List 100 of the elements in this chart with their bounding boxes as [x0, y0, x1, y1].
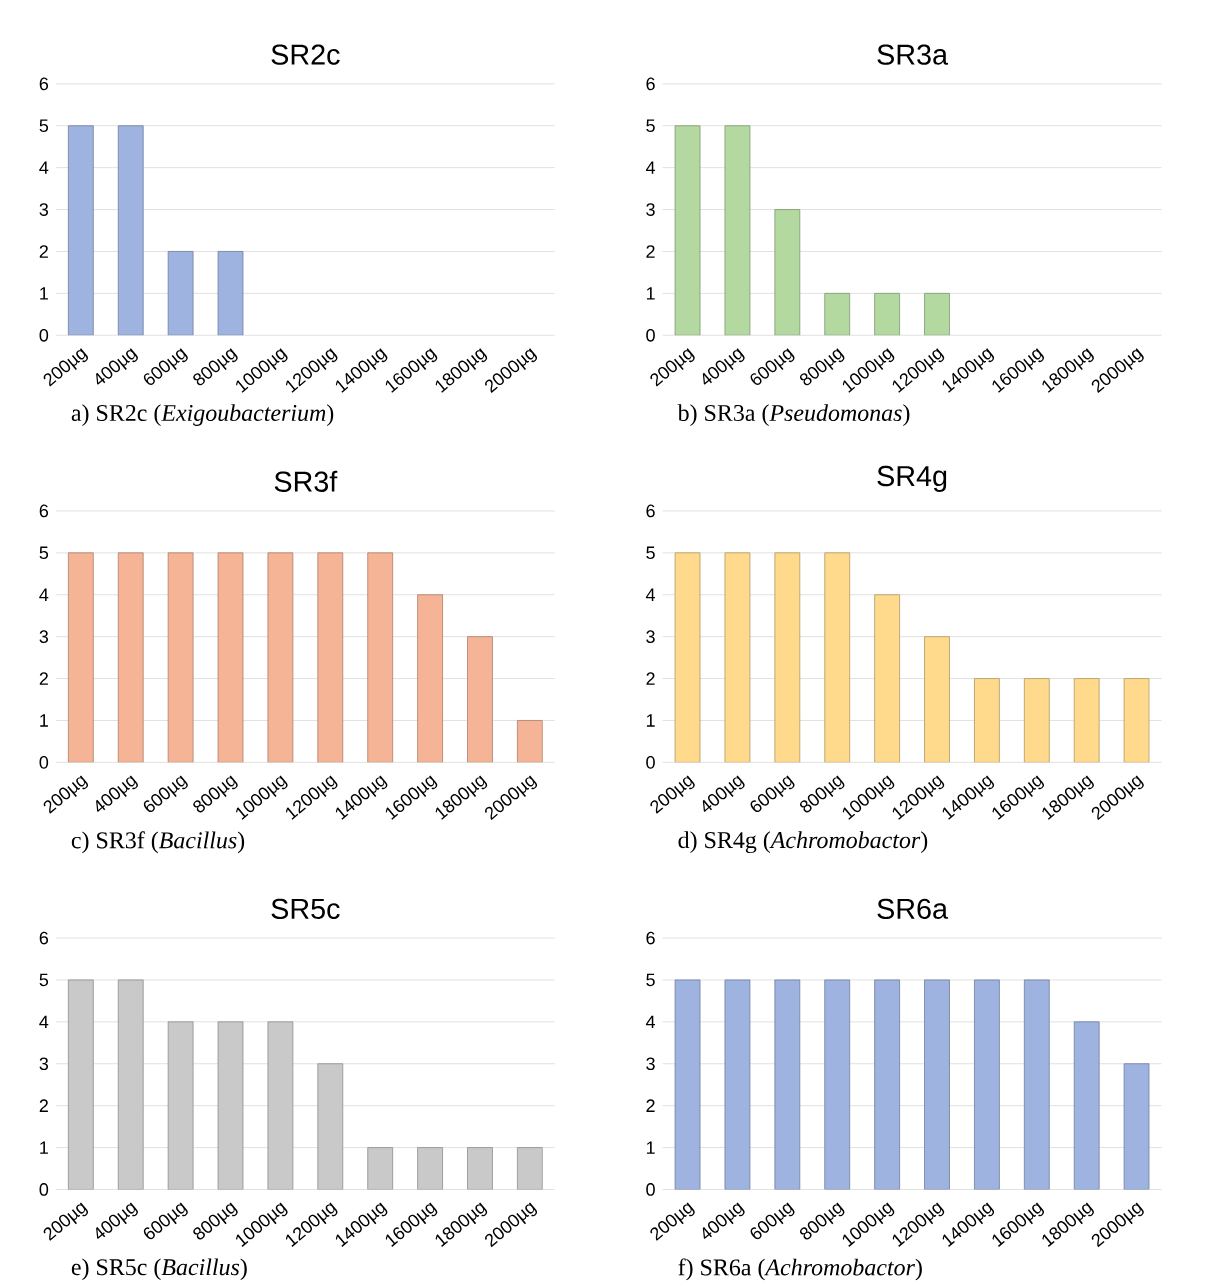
- y-tick-label: 4: [645, 1015, 655, 1029]
- y-tick-label: 1: [40, 287, 48, 300]
- bar: [824, 979, 850, 1190]
- bar: [117, 979, 144, 1190]
- y-tick-label: 5: [646, 546, 655, 560]
- y-tick-label: 4: [39, 588, 49, 601]
- bar: [1023, 979, 1050, 1190]
- y-tick-label: 0: [646, 328, 655, 342]
- bar: [774, 552, 800, 763]
- y-tick-label: 2: [646, 1099, 655, 1112]
- bar: [117, 552, 144, 763]
- text: c) SR3f (Bacillus): [71, 831, 244, 854]
- y-tick-label: 1: [40, 714, 48, 727]
- y-tick-label: 0: [39, 328, 48, 342]
- bar: [973, 979, 1000, 1190]
- chart-title: SR6a: [877, 898, 948, 919]
- bar: [516, 1147, 543, 1190]
- y-tick-label: 2: [39, 245, 48, 258]
- bar: [973, 678, 1000, 763]
- bar: [167, 552, 194, 763]
- bar: [824, 552, 850, 763]
- y-tick-label: 2: [39, 672, 48, 685]
- bar: [923, 636, 950, 763]
- y-tick-label: 0: [39, 1183, 48, 1196]
- y-tick-label: 2: [646, 672, 655, 685]
- bar: [67, 979, 94, 1190]
- bar: [466, 636, 493, 763]
- y-tick-label: 6: [646, 504, 655, 518]
- y-tick-label: 3: [39, 203, 48, 216]
- bar: [874, 979, 900, 1190]
- text: e) SR5c (Bacillus): [71, 1258, 247, 1281]
- bar: [1073, 678, 1100, 763]
- y-tick-label: 3: [39, 1057, 48, 1071]
- bar: [1123, 678, 1150, 763]
- y-tick-label: 4: [39, 1015, 49, 1029]
- y-tick-label: 6: [39, 931, 48, 945]
- y-tick-label: 4: [39, 161, 49, 174]
- y-tick-label: 0: [646, 756, 655, 769]
- y-tick-label: 2: [39, 1099, 48, 1112]
- y-tick-label: 3: [646, 1057, 655, 1071]
- bar: [1023, 678, 1050, 763]
- y-tick-label: 5: [39, 119, 48, 133]
- text: b) SR3a (Pseudomonas): [677, 404, 910, 426]
- bar: [417, 1147, 443, 1190]
- bar: [774, 209, 800, 336]
- bar: [724, 552, 751, 763]
- bar: [923, 292, 950, 336]
- bar: [1073, 1021, 1100, 1190]
- y-tick-label: 1: [646, 714, 655, 727]
- bar: [874, 594, 900, 763]
- bar: [724, 979, 751, 1190]
- y-tick-label: 5: [39, 546, 48, 560]
- text: a) SR2c (Exigoubacterium): [71, 404, 334, 426]
- bar: [674, 552, 701, 763]
- y-tick-label: 0: [39, 756, 48, 769]
- y-tick-label: 4: [645, 161, 655, 174]
- bar: [417, 594, 443, 763]
- chart-title: SR4g: [877, 465, 946, 492]
- text: f) SR6a (Achromobactor): [678, 1258, 922, 1281]
- y-tick-label: 3: [39, 630, 48, 644]
- y-tick-label: 1: [646, 287, 655, 300]
- bar: [217, 552, 244, 763]
- bar: [466, 1147, 493, 1190]
- y-tick-label: 3: [646, 203, 655, 216]
- bar: [267, 1021, 294, 1190]
- chart-title: SR2c: [271, 44, 340, 65]
- bar: [874, 292, 900, 336]
- bar: [367, 1147, 393, 1190]
- bar: [167, 1021, 194, 1190]
- y-tick-label: 4: [645, 588, 655, 601]
- y-tick-label: 3: [646, 630, 655, 644]
- bar: [516, 720, 543, 763]
- y-tick-label: 6: [39, 77, 48, 91]
- y-tick-label: 0: [646, 1183, 655, 1196]
- bar: [217, 1021, 244, 1190]
- bar: [367, 552, 393, 763]
- y-tick-label: 6: [39, 504, 48, 518]
- bar: [674, 125, 701, 336]
- bar: [674, 979, 701, 1190]
- bar: [317, 1063, 343, 1190]
- y-tick-label: 1: [40, 1141, 48, 1154]
- y-tick-label: 5: [39, 973, 48, 987]
- y-tick-label: 2: [646, 245, 655, 258]
- bar: [1123, 1063, 1150, 1190]
- chart-title: SR5c: [271, 898, 340, 919]
- bar: [267, 552, 294, 763]
- y-tick-label: 5: [646, 973, 655, 987]
- bar: [724, 125, 751, 336]
- y-tick-label: 5: [646, 119, 655, 133]
- bar: [824, 292, 850, 336]
- y-tick-label: 1: [646, 1141, 655, 1154]
- text: d) SR4g (Achromobactor): [678, 831, 927, 854]
- chart-title: SR3a: [877, 44, 948, 65]
- y-tick-label: 6: [646, 77, 655, 91]
- bar: [923, 979, 950, 1190]
- bar: [67, 552, 94, 763]
- y-tick-label: 6: [646, 931, 655, 945]
- bar: [774, 979, 800, 1190]
- bar: [317, 552, 343, 763]
- chart-title: SR3f: [274, 470, 338, 492]
